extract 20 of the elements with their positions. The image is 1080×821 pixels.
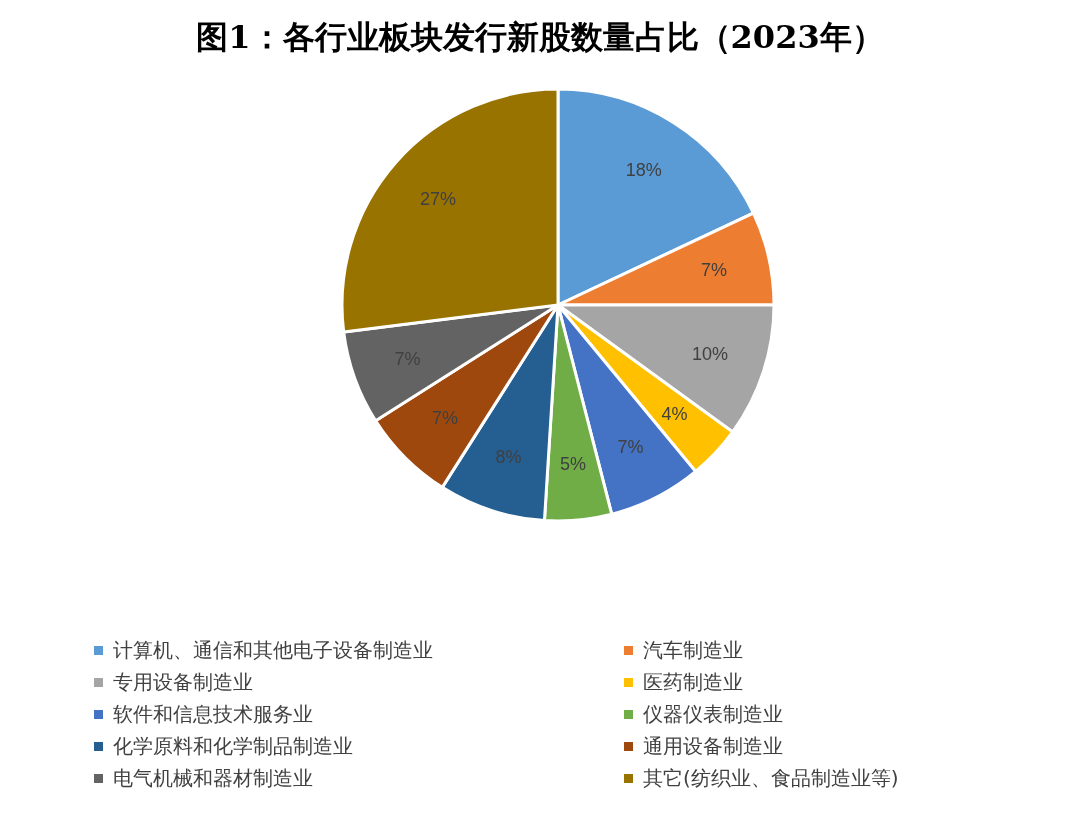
chart-title: 图1：各行业板块发行新股数量占比（2023年） — [195, 17, 885, 58]
data-label: 10% — [692, 344, 729, 365]
legend-label: 软件和信息技术服务业 — [113, 700, 313, 728]
data-label: 4% — [661, 404, 688, 425]
legend-label: 其它(纺织业、食品制造业等) — [643, 764, 899, 792]
legend-label: 计算机、通信和其他电子设备制造业 — [113, 636, 433, 664]
data-label: 27% — [420, 189, 457, 210]
data-label: 7% — [431, 408, 458, 429]
legend-label: 电气机械和器材制造业 — [113, 764, 313, 792]
data-label: 18% — [625, 160, 662, 181]
legend-label: 通用设备制造业 — [643, 732, 783, 760]
legend-label: 化学原料和化学制品制造业 — [113, 732, 353, 760]
legend-label: 专用设备制造业 — [113, 668, 253, 696]
legend-label: 汽车制造业 — [643, 636, 743, 664]
data-label: 5% — [560, 454, 587, 475]
data-label: 7% — [700, 260, 727, 281]
legend-label: 医药制造业 — [643, 668, 743, 696]
data-label: 8% — [495, 447, 522, 468]
data-label: 7% — [617, 437, 644, 458]
legend-label: 仪器仪表制造业 — [643, 700, 783, 728]
